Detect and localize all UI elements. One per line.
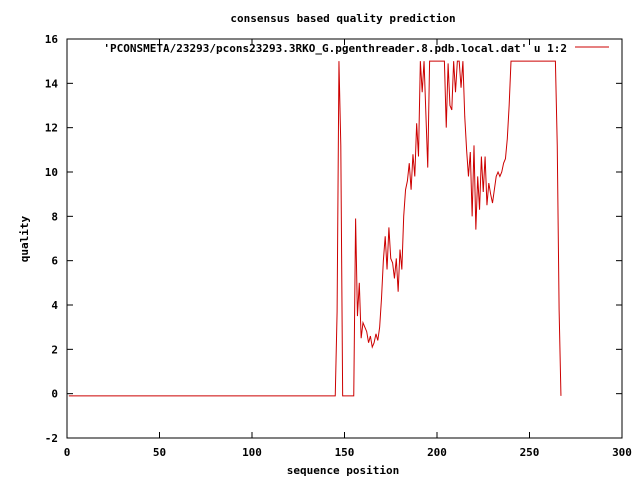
y-tick-label-12: 12 xyxy=(45,122,58,135)
y-tick-label-4: 4 xyxy=(51,299,58,312)
y-tick-label-0: 0 xyxy=(51,388,58,401)
y-axis-label: quality xyxy=(18,215,31,262)
x-tick-label-250: 250 xyxy=(520,446,540,459)
x-tick-label-50: 50 xyxy=(153,446,166,459)
legend-series-label: 'PCONSMETA/23293/pcons23293.3RKO_G.pgent… xyxy=(103,42,567,55)
x-tick-label-0: 0 xyxy=(64,446,71,459)
x-axis-label: sequence position xyxy=(287,464,400,477)
y-tick-label-16: 16 xyxy=(45,33,59,46)
y-tick-label-8: 8 xyxy=(51,210,58,223)
series-line-0 xyxy=(68,60,562,397)
plot-frame xyxy=(66,38,623,439)
chart-title: consensus based quality prediction xyxy=(230,12,455,25)
x-tick-label-150: 150 xyxy=(335,446,355,459)
legend: 'PCONSMETA/23293/pcons23293.3RKO_G.pgent… xyxy=(103,42,609,55)
x-tick-label-300: 300 xyxy=(612,446,632,459)
y-tick-label-14: 14 xyxy=(45,77,59,90)
series-layer xyxy=(68,60,562,397)
y-tick-label-10: 10 xyxy=(45,166,58,179)
x-tick-label-100: 100 xyxy=(242,446,262,459)
tick-layer: 0 50 100 150 200 250 300 -2 0 2 4 6 8 10 12 14 16 xyxy=(45,33,632,459)
x-tick-label-200: 200 xyxy=(427,446,447,459)
y-tick-label-6: 6 xyxy=(51,255,58,268)
y-tick-label-2: 2 xyxy=(51,343,58,356)
y-tick-label--2: -2 xyxy=(45,432,58,445)
